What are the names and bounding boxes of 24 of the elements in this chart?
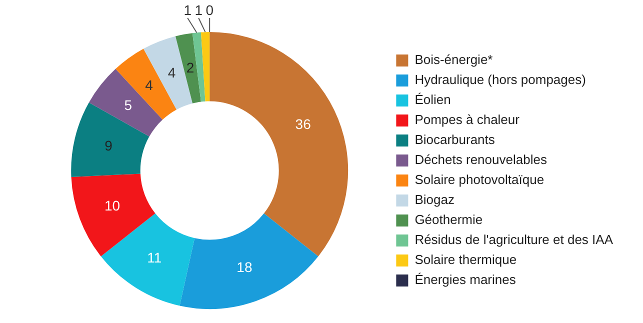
data-label: 9 — [104, 137, 113, 154]
data-label: 4 — [145, 76, 154, 93]
legend-label: Pompes à chaleur — [414, 112, 520, 128]
text: 0 — [206, 2, 214, 18]
legend-label: Biocarburants — [414, 132, 496, 148]
data-label: 4 — [168, 64, 176, 81]
data-label: 5 — [124, 96, 132, 113]
legend-label: Solaire thermique — [414, 252, 517, 268]
legend-label: Bois-énergie* — [414, 52, 493, 68]
legend-label: Résidus de l'agriculture et des IAA — [414, 232, 614, 248]
legend-label: Hydraulique (hors pompages) — [414, 72, 586, 88]
data-label: 18 — [236, 259, 252, 276]
legend-label: Géothermie — [414, 212, 483, 228]
data-label: 36 — [295, 116, 312, 132]
legend-label: Énergies marines — [414, 272, 516, 288]
legend-label: Solaire photovoltaïque — [414, 172, 544, 188]
data-label: 11 — [147, 249, 162, 266]
data-label: 1 — [194, 2, 203, 18]
legend-label: Biogaz — [414, 192, 454, 208]
legend-label: Déchets renouvelables — [414, 152, 548, 168]
legend-label: Éolien — [414, 92, 451, 108]
data-label: 1 — [184, 2, 192, 18]
data-label: 10 — [104, 198, 120, 214]
data-label: 2 — [186, 59, 194, 76]
